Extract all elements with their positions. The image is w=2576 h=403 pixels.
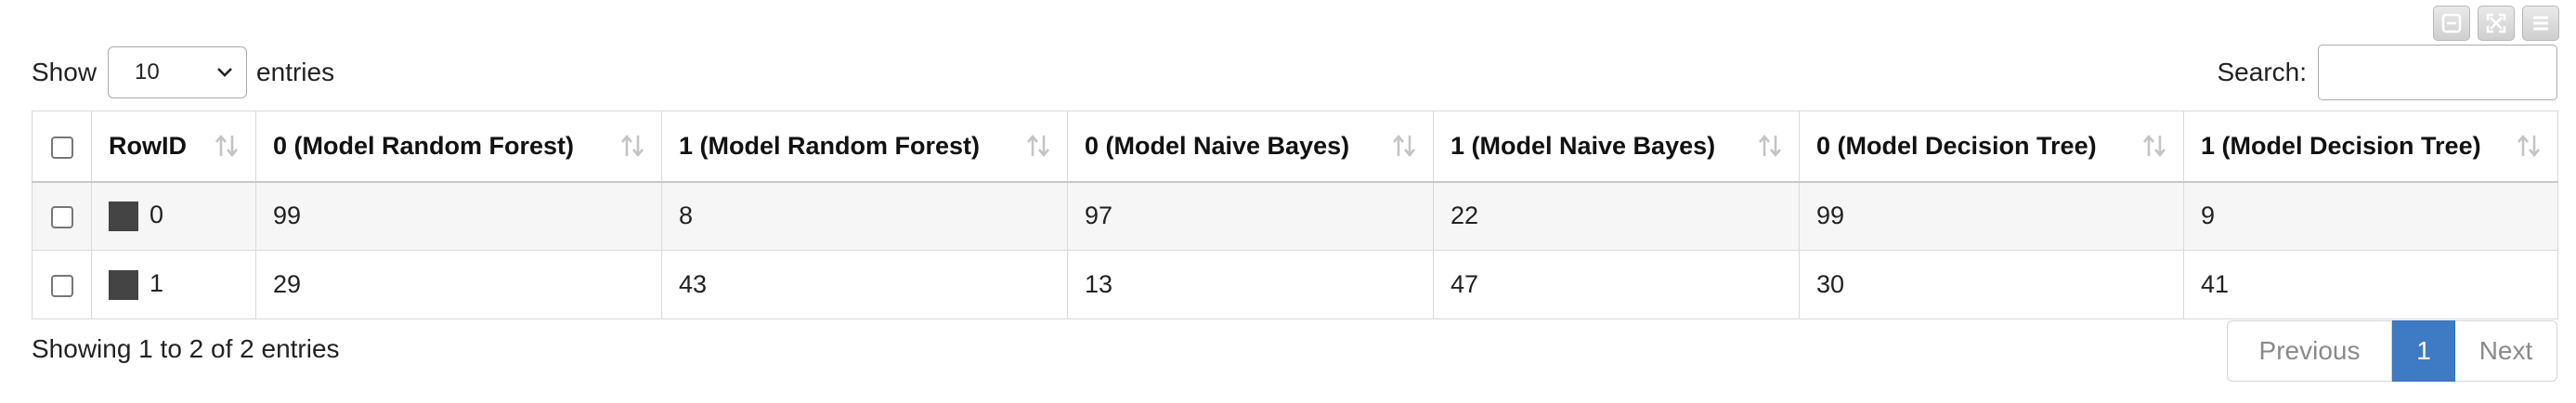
previous-page-button[interactable]: Previous <box>2227 320 2392 382</box>
sort-icon <box>1027 135 1049 158</box>
table-row[interactable]: 0 99 8 97 22 99 9 <box>32 181 2558 251</box>
entries-per-page-value: 10 <box>135 59 160 84</box>
search-input[interactable] <box>2318 45 2557 100</box>
chevron-down-icon <box>217 68 232 77</box>
rowid-cell: 0 <box>91 181 256 251</box>
column-header-label: 0 (Model Naive Bayes) <box>1085 131 1350 160</box>
search-control: Search: <box>2217 45 2557 100</box>
show-label: Show <box>32 58 98 86</box>
menu-icon <box>2533 16 2548 31</box>
sort-icon <box>2143 135 2166 158</box>
data-table: RowID 0 (Model Random Forest) 1 (Model R… <box>32 110 2558 319</box>
column-header-label: 1 (Model Decision Tree) <box>2201 131 2481 160</box>
length-control: Show 10 entries <box>32 46 334 98</box>
column-header-1-decision-tree[interactable]: 1 (Model Decision Tree) <box>2183 110 2558 183</box>
table-cell: 13 <box>1067 250 1434 319</box>
table-cell: 22 <box>1433 181 1800 251</box>
sort-icon <box>2517 135 2540 158</box>
table-cell: 41 <box>2183 250 2558 319</box>
table-info: Showing 1 to 2 of 2 entries <box>32 334 340 363</box>
table-row[interactable]: 1 29 43 13 47 30 41 <box>32 250 2558 319</box>
expand-button[interactable] <box>2478 6 2515 41</box>
column-header-1-naive-bayes[interactable]: 1 (Model Naive Bayes) <box>1433 110 1800 183</box>
minimize-icon <box>2441 13 2462 33</box>
pagination: Previous 1 Next <box>2227 320 2557 382</box>
row-color-swatch <box>109 202 138 232</box>
table-cell: 43 <box>661 250 1068 319</box>
rowid-value: 1 <box>150 269 164 298</box>
page-1-button[interactable]: 1 <box>2392 320 2455 382</box>
column-header-0-naive-bayes[interactable]: 0 (Model Naive Bayes) <box>1067 110 1434 183</box>
table-cell: 9 <box>2183 181 2558 251</box>
row-checkbox[interactable] <box>50 206 73 229</box>
table-cell: 97 <box>1067 181 1434 251</box>
column-header-label: 1 (Model Naive Bayes) <box>1451 131 1716 160</box>
column-header-label: 0 (Model Decision Tree) <box>1816 131 2097 160</box>
row-select-cell <box>32 250 92 319</box>
expand-icon <box>2486 13 2506 33</box>
column-header-label: 1 (Model Random Forest) <box>679 131 981 160</box>
sort-icon <box>215 135 238 158</box>
menu-button[interactable] <box>2522 6 2559 41</box>
column-header-1-random-forest[interactable]: 1 (Model Random Forest) <box>661 110 1068 183</box>
select-all-checkbox[interactable] <box>50 136 73 159</box>
minimize-button[interactable] <box>2433 6 2470 41</box>
row-checkbox[interactable] <box>50 274 73 297</box>
entries-label: entries <box>256 58 335 86</box>
table-cell: 47 <box>1433 250 1800 319</box>
rowid-value: 0 <box>150 201 164 229</box>
column-header-0-decision-tree[interactable]: 0 (Model Decision Tree) <box>1799 110 2184 183</box>
row-select-cell <box>32 181 92 251</box>
column-header-0-random-forest[interactable]: 0 (Model Random Forest) <box>255 110 662 183</box>
sort-icon <box>621 135 644 158</box>
header-row: RowID 0 (Model Random Forest) 1 (Model R… <box>32 110 2558 183</box>
entries-per-page-select[interactable]: 10 <box>108 46 248 98</box>
column-header-rowid[interactable]: RowID <box>91 110 256 183</box>
table-cell: 8 <box>661 181 1068 251</box>
table-cell: 30 <box>1799 250 2184 319</box>
sort-icon <box>1759 135 1781 158</box>
table-cell: 99 <box>255 181 662 251</box>
column-header-label: 0 (Model Random Forest) <box>273 131 575 160</box>
column-header-label: RowID <box>109 131 187 160</box>
next-page-button[interactable]: Next <box>2455 320 2557 382</box>
table-cell: 99 <box>1799 181 2184 251</box>
rowid-cell: 1 <box>91 250 256 319</box>
select-all-cell <box>32 110 92 183</box>
window-controls <box>2433 6 2559 41</box>
table-cell: 29 <box>255 250 662 319</box>
row-color-swatch <box>109 269 138 300</box>
sort-icon <box>1393 135 1415 158</box>
search-label: Search: <box>2217 58 2308 86</box>
